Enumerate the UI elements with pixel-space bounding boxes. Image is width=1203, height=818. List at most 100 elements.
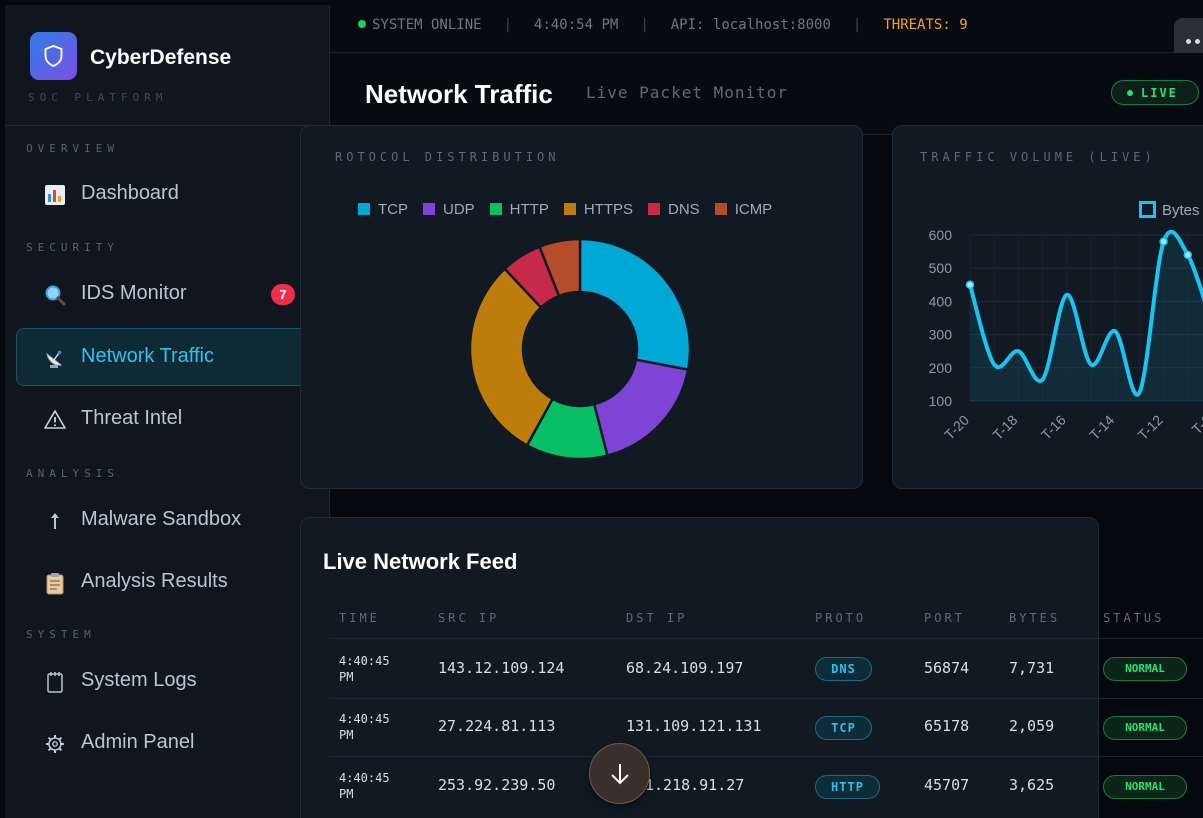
data-point[interactable] [965,280,975,290]
arrow-down-icon [611,764,629,785]
legend-swatch [358,203,370,215]
sidebar-item-label: IDS Monitor [81,282,187,304]
more-dots-icon [1186,39,1191,44]
table-divider [330,698,1203,699]
legend-item-icmp[interactable]: ICMP [714,201,773,218]
data-point[interactable] [1183,250,1193,260]
sidebar-item-label: Network Traffic [81,345,214,367]
section-overview: OVERVIEW [26,142,119,155]
traffic-line-chart: 600 500 400 300 200 100 T-20 T-18 T-16 T-14 T-12 T-… [929,227,1203,443]
legend-label: HTTP [509,201,549,218]
y-tick-label: 500 [929,260,953,276]
legend-label: TCP [378,201,408,218]
series-line-bytes [968,229,1203,397]
table-divider [330,756,1203,757]
cell-time: 4:40:45 [339,771,390,785]
table-row: 4:40:45 PM [339,653,390,685]
legend-label: HTTPS [583,201,634,218]
clock: 4:40:54 PM [534,17,619,33]
sidebar-item-network-traffic[interactable]: Network Traffic [16,328,319,386]
sidebar-item-malware-sandbox[interactable]: Malware Sandbox [16,491,319,549]
sidebar-item-threat-intel[interactable]: Threat Intel [16,390,319,448]
proto-badge: TCP [815,716,872,740]
cell-bytes: 7,731 [1009,659,1055,677]
sidebar-item-admin-panel[interactable]: Admin Panel [16,714,319,772]
sidebar-item-label: Malware Sandbox [81,508,242,530]
traffic-volume-title: TRAFFIC VOLUME (LIVE) [920,150,1156,164]
sidebar-item-label: Dashboard [81,182,179,204]
y-tick-label: 400 [929,293,953,309]
up-arrow-icon [51,513,59,529]
column-header-src-ip: SRC IP [438,611,500,625]
y-tick-label: 200 [929,360,953,376]
protocol-donut-chart [469,238,691,460]
sidebar-item-system-logs[interactable]: System Logs [16,652,319,710]
status-badge: NORMAL [1103,716,1187,740]
legend-swatch [563,203,576,215]
warning-triangle-icon [44,410,66,429]
cell-dst-ip: 68.24.109.197 [626,659,744,677]
y-tick-label: 600 [929,227,953,243]
brand-name: CyberDefense [90,46,232,69]
cell-src-ip: 143.12.109.124 [438,659,565,677]
gear-icon [46,735,64,753]
cell-time-ampm: PM [339,728,354,742]
page-title: Network Traffic [365,79,553,109]
alert-count-badge: 7 [271,284,295,305]
satellite-dish-icon [46,350,63,368]
magnifier-icon [45,285,66,306]
section-system: SYSTEM [26,628,96,641]
donut-slice-icmp[interactable] [537,238,582,298]
sidebar-item-label: System Logs [81,669,197,691]
data-point[interactable] [1159,237,1168,246]
legend-label: DNS [668,201,700,218]
donut-slice-tcp[interactable] [578,238,691,372]
legend-item-dns[interactable]: DNS [648,201,700,218]
sidebar-item-analysis-results[interactable]: Analysis Results [16,553,319,611]
shield-icon [44,45,63,67]
live-indicator: LIVE [1111,80,1199,105]
column-header-bytes: BYTES [1009,611,1061,625]
cell-src-ip: 27.224.81.113 [438,717,556,735]
x-tick-label: T-18 [989,412,1020,443]
area-fill [970,231,1203,401]
live-dot-icon [1127,90,1133,96]
cell-time-ampm: PM [339,787,354,801]
notepad-icon [47,672,63,693]
more-dots-icon [1195,39,1200,44]
brand-logo [30,32,77,80]
cell-time-ampm: PM [339,670,354,684]
divider [5,125,329,126]
cell-port: 45707 [924,776,970,794]
y-tick-label: 300 [929,327,953,343]
section-security: SECURITY [26,241,119,254]
legend-item-http[interactable]: HTTP [489,201,549,218]
cell-dst-ip: 1.218.91.27 [645,776,745,794]
table-row: 4:40:45 PM [339,770,390,802]
separator: | [503,17,513,33]
scroll-down-button[interactable] [589,743,650,804]
x-tick-label: T-12 [1135,412,1166,443]
x-tick-label: T-1 [1188,412,1203,438]
x-tick-label: T-16 [1038,412,1069,443]
donut-slice-https[interactable] [469,267,555,448]
legend-item-tcp[interactable]: TCP [358,201,408,218]
cell-port: 65178 [924,717,970,735]
sidebar-item-ids-monitor[interactable]: IDS Monitor 7 [16,265,319,323]
legend-swatch [1139,201,1156,218]
status-badge: NORMAL [1103,657,1187,681]
legend-label: Bytes [1162,202,1200,219]
cell-bytes: 2,059 [1009,717,1055,735]
legend-label: ICMP [734,201,773,218]
sidebar-item-dashboard[interactable]: Dashboard [16,165,319,223]
legend-item-udp[interactable]: UDP [423,201,475,218]
donut-slice-udp[interactable] [592,358,690,458]
cell-time: 4:40:45 [339,654,390,668]
cell-bytes: 3,625 [1009,776,1055,794]
live-label: LIVE [1141,86,1178,100]
legend-swatch [423,203,435,215]
x-tick-label: T-20 [941,412,972,443]
traffic-legend[interactable]: Bytes [1139,201,1200,219]
legend-item-https[interactable]: HTTPS [563,201,634,218]
clipboard-icon [46,573,64,595]
